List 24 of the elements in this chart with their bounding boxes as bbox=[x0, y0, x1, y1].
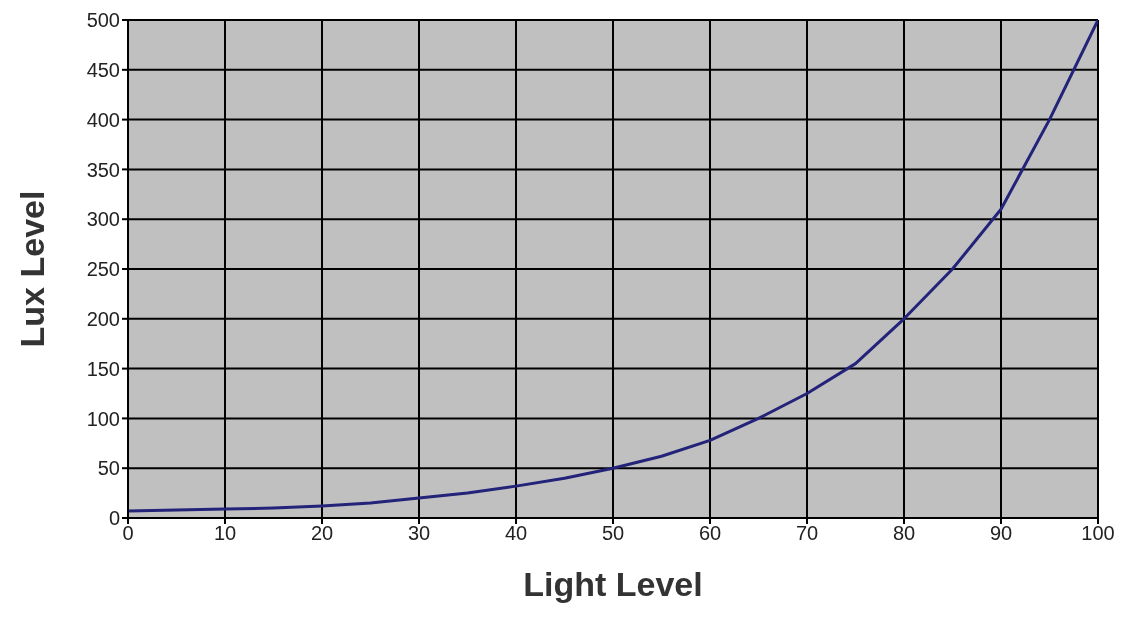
y-tick-label: 150 bbox=[86, 357, 120, 380]
x-tick-label: 0 bbox=[122, 522, 134, 545]
x-tick-label: 90 bbox=[989, 522, 1013, 545]
x-tick-label: 10 bbox=[213, 522, 237, 545]
y-axis-title: Lux Level bbox=[13, 190, 52, 348]
y-tick-label: 300 bbox=[86, 208, 120, 231]
y-tick-label: 50 bbox=[97, 457, 120, 480]
y-tick-label: 400 bbox=[86, 108, 120, 131]
y-tick-label: 250 bbox=[86, 258, 120, 281]
y-tick-label: 450 bbox=[86, 58, 120, 81]
x-tick-label: 40 bbox=[504, 522, 528, 545]
x-tick-label: 60 bbox=[698, 522, 722, 545]
y-tick-label: 350 bbox=[86, 158, 120, 181]
x-tick-label: 20 bbox=[310, 522, 334, 545]
x-tick-label: 80 bbox=[892, 522, 916, 545]
x-tick-label: 50 bbox=[601, 522, 625, 545]
y-tick-label: 100 bbox=[86, 407, 120, 430]
y-tick-label: 0 bbox=[108, 507, 120, 530]
x-tick-label: 100 bbox=[1081, 522, 1115, 545]
y-tick-label: 200 bbox=[86, 307, 120, 330]
x-tick-label: 70 bbox=[795, 522, 819, 545]
x-axis-title: Light Level bbox=[523, 565, 703, 603]
y-tick-label: 500 bbox=[86, 9, 120, 32]
x-tick-label: 30 bbox=[407, 522, 431, 545]
